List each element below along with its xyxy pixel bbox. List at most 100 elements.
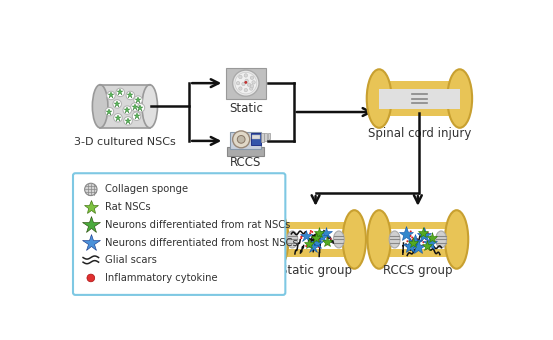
Bar (379, 222, 457, 230)
Text: Collagen sponge: Collagen sponge (105, 184, 188, 194)
Circle shape (421, 239, 423, 241)
Circle shape (325, 234, 327, 236)
Circle shape (310, 230, 312, 232)
Circle shape (422, 241, 425, 243)
Circle shape (242, 82, 245, 86)
Text: Static: Static (229, 102, 263, 115)
Circle shape (330, 238, 332, 240)
Circle shape (410, 231, 412, 233)
Ellipse shape (368, 210, 391, 269)
Bar (277, 250, 354, 257)
Circle shape (134, 96, 142, 104)
Circle shape (107, 91, 115, 100)
Ellipse shape (436, 231, 447, 248)
Ellipse shape (343, 210, 366, 269)
Ellipse shape (142, 85, 158, 128)
Circle shape (239, 87, 242, 90)
Circle shape (251, 76, 254, 80)
Bar (277, 222, 354, 230)
Circle shape (411, 239, 414, 241)
Text: Neurons differentiated from rat NSCs: Neurons differentiated from rat NSCs (105, 220, 290, 230)
Bar (379, 108, 460, 116)
Circle shape (124, 117, 132, 125)
Circle shape (317, 234, 320, 236)
Bar (252, 135, 260, 139)
Circle shape (244, 81, 247, 84)
Bar (100, 85, 150, 128)
Circle shape (247, 83, 251, 86)
Circle shape (251, 85, 254, 88)
Bar (262, 133, 264, 142)
Circle shape (316, 240, 317, 242)
Ellipse shape (265, 210, 289, 269)
Circle shape (249, 87, 253, 90)
Circle shape (316, 244, 318, 246)
Bar (226, 68, 266, 99)
Bar (379, 226, 457, 253)
Text: Spinal cord injury: Spinal cord injury (368, 127, 471, 140)
Ellipse shape (92, 85, 108, 128)
Text: Rat NSCs: Rat NSCs (105, 202, 150, 212)
Circle shape (311, 246, 313, 249)
Text: 3-D cultured NSCs: 3-D cultured NSCs (74, 137, 176, 147)
Circle shape (301, 235, 304, 237)
Circle shape (87, 274, 95, 282)
Circle shape (116, 88, 124, 97)
Circle shape (309, 232, 311, 234)
Circle shape (300, 237, 302, 239)
Circle shape (132, 112, 141, 120)
Circle shape (409, 240, 411, 242)
Bar (264, 133, 267, 141)
Circle shape (406, 240, 409, 242)
Bar (379, 250, 457, 257)
Bar (251, 133, 260, 145)
Circle shape (126, 91, 134, 100)
Ellipse shape (445, 210, 468, 269)
Circle shape (309, 241, 311, 243)
Circle shape (425, 238, 427, 240)
Circle shape (425, 238, 427, 240)
Circle shape (244, 88, 248, 92)
Ellipse shape (333, 231, 345, 248)
Text: Glial scars: Glial scars (105, 255, 156, 265)
Bar (379, 88, 460, 108)
Circle shape (325, 232, 326, 234)
Bar (231, 132, 262, 149)
Circle shape (424, 237, 426, 239)
Circle shape (410, 235, 411, 237)
Circle shape (85, 183, 97, 196)
Circle shape (318, 239, 320, 241)
Circle shape (411, 237, 413, 239)
Circle shape (239, 75, 242, 79)
Circle shape (317, 246, 320, 248)
Bar (227, 147, 264, 156)
Text: Inflammatory cytokine: Inflammatory cytokine (105, 273, 217, 283)
Ellipse shape (389, 231, 400, 248)
Circle shape (236, 82, 240, 85)
Circle shape (105, 107, 114, 116)
Ellipse shape (287, 231, 298, 248)
Text: Neurons differentiated from host NSCs: Neurons differentiated from host NSCs (105, 238, 298, 248)
Circle shape (427, 232, 429, 234)
Circle shape (113, 100, 122, 108)
Circle shape (416, 238, 418, 240)
Circle shape (309, 243, 311, 245)
Circle shape (305, 245, 307, 247)
Circle shape (326, 237, 328, 239)
Text: Static group: Static group (280, 264, 352, 277)
Circle shape (233, 131, 250, 148)
Text: RCCS: RCCS (230, 156, 262, 169)
Ellipse shape (367, 69, 392, 128)
Circle shape (123, 106, 132, 114)
Circle shape (300, 236, 302, 238)
Circle shape (252, 81, 255, 84)
Circle shape (114, 114, 122, 122)
Circle shape (244, 74, 248, 77)
Circle shape (311, 231, 313, 233)
Bar (277, 226, 354, 253)
Bar (379, 81, 460, 88)
Circle shape (131, 103, 139, 111)
Circle shape (237, 136, 245, 143)
Circle shape (235, 72, 257, 94)
Circle shape (310, 243, 312, 245)
